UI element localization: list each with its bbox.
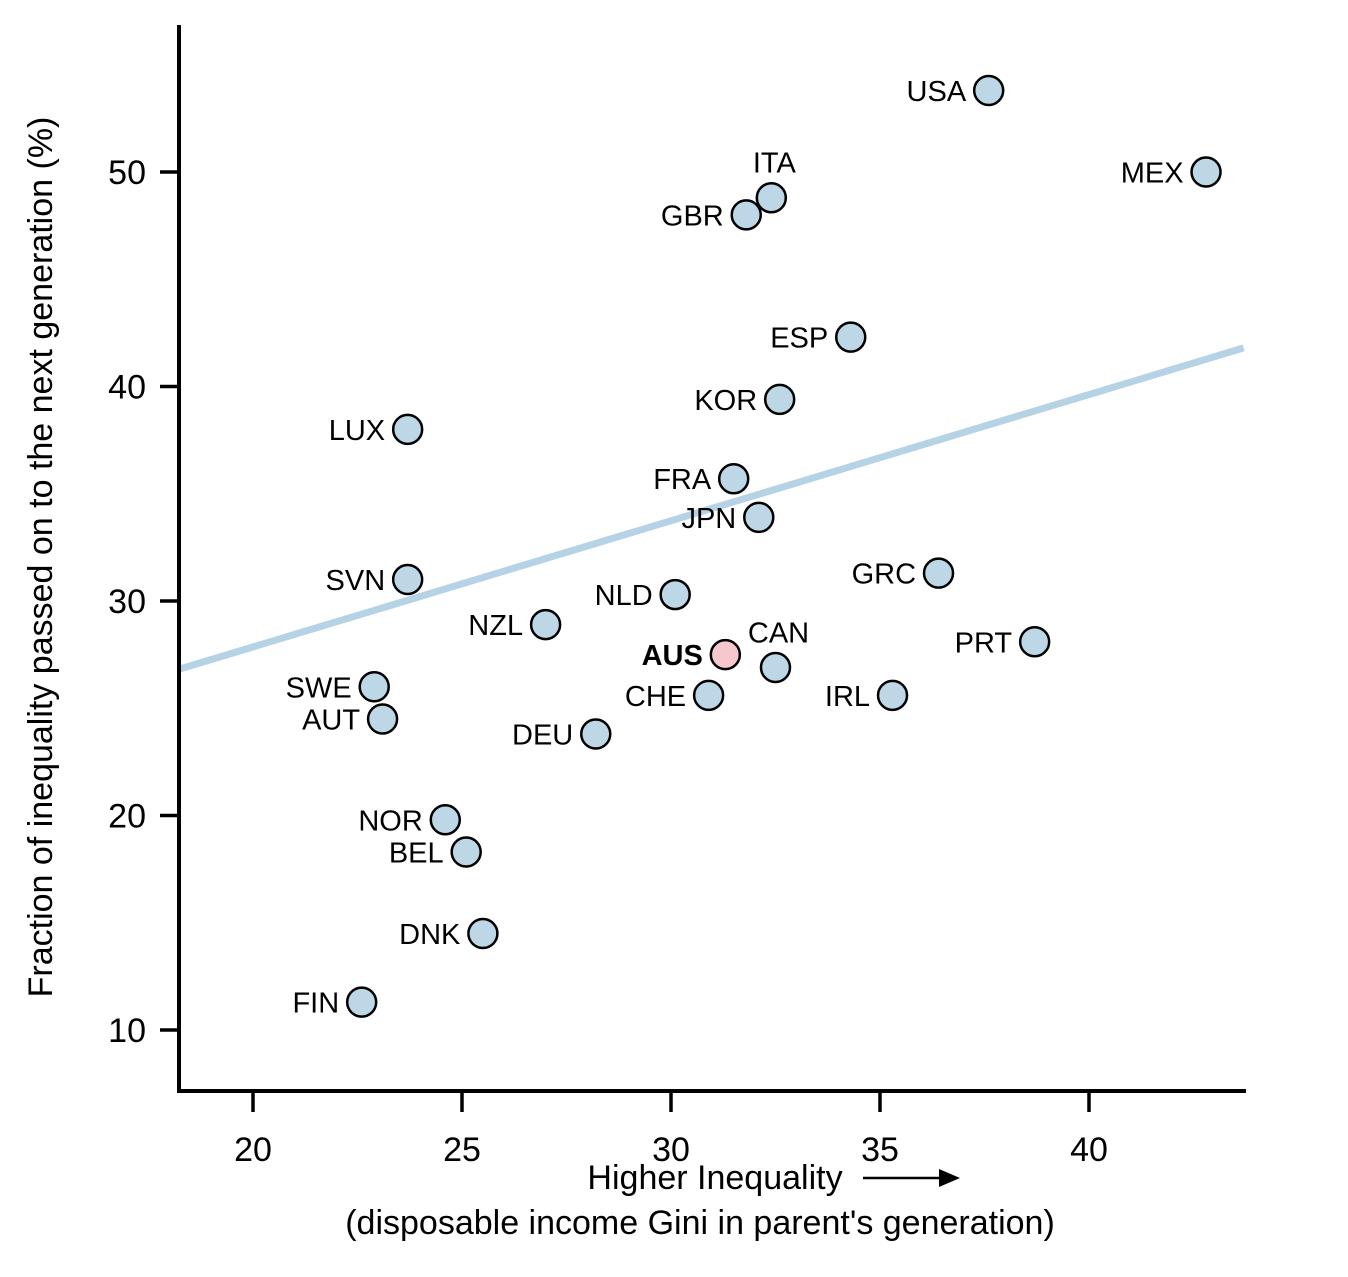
point-label-JPN: JPN xyxy=(681,503,736,535)
y-tick-label-30: 30 xyxy=(108,583,146,621)
point-label-NLD: NLD xyxy=(595,580,653,612)
y-axis-title: Fraction of inequality passed on to the … xyxy=(22,117,60,998)
data-point-IRL xyxy=(876,679,909,712)
x-tick-label-30: 30 xyxy=(652,1131,690,1169)
data-point-LUX xyxy=(391,413,424,446)
point-label-NZL: NZL xyxy=(468,610,523,642)
point-label-BEL: BEL xyxy=(389,837,444,869)
data-point-PRT xyxy=(1018,626,1051,658)
point-label-USA: USA xyxy=(907,76,967,108)
data-point-AUT xyxy=(366,703,399,735)
point-label-KOR: KOR xyxy=(694,385,757,417)
data-point-FRA xyxy=(717,462,750,495)
point-label-FRA: FRA xyxy=(653,464,712,496)
x-tick-label-20: 20 xyxy=(234,1131,272,1169)
trend-line xyxy=(176,344,1245,673)
point-label-CHE: CHE xyxy=(625,681,686,713)
data-point-GBR xyxy=(730,199,762,231)
y-tick-label-50: 50 xyxy=(108,154,146,192)
x-tick-label-25: 25 xyxy=(443,1131,481,1169)
point-label-IRL: IRL xyxy=(825,681,870,713)
data-point-NZL xyxy=(529,608,562,641)
point-label-GBR: GBR xyxy=(661,200,724,232)
x-axis-title-line1: Higher Inequality xyxy=(587,1159,842,1197)
data-point-AUS xyxy=(709,638,742,671)
data-point-NOR xyxy=(429,804,462,836)
data-point-DNK xyxy=(467,917,499,950)
data-point-NLD xyxy=(659,578,691,611)
data-point-DEU xyxy=(580,718,612,750)
x-tick-label-40: 40 xyxy=(1070,1131,1108,1169)
data-point-JPN xyxy=(743,501,775,534)
data-point-MEX xyxy=(1190,156,1222,188)
y-tick-label-10: 10 xyxy=(108,1012,146,1050)
point-label-MEX: MEX xyxy=(1121,158,1184,190)
point-label-CAN: CAN xyxy=(748,617,809,649)
point-label-FIN: FIN xyxy=(292,988,339,1020)
point-label-AUT: AUT xyxy=(302,704,360,736)
axes-layer: 10 20 30 40 50 20 25 30 35 40 xyxy=(108,25,1246,1169)
trend-layer xyxy=(176,344,1245,673)
data-point-USA xyxy=(972,74,1005,107)
data-point-FIN xyxy=(345,986,378,1018)
data-point-ITA xyxy=(755,181,788,214)
point-label-LUX: LUX xyxy=(329,415,385,447)
data-point-CHE xyxy=(692,679,725,712)
point-label-ESP: ESP xyxy=(770,323,828,355)
data-point-BEL xyxy=(450,836,482,868)
point-label-DEU: DEU xyxy=(512,719,573,751)
point-label-DNK: DNK xyxy=(399,919,461,951)
point-label-SVN: SVN xyxy=(326,565,386,597)
point-label-AUS: AUS xyxy=(642,640,703,672)
x-axis-title-line2: (disposable income Gini in parent's gene… xyxy=(345,1204,1055,1242)
point-label-NOR: NOR xyxy=(358,805,422,837)
point-label-PRT: PRT xyxy=(955,627,1013,659)
y-tick-label-20: 20 xyxy=(108,798,146,836)
data-point-ESP xyxy=(834,321,867,353)
higher-inequality-arrow-icon xyxy=(863,1169,960,1187)
point-label-SWE: SWE xyxy=(286,672,352,704)
x-tick-label-35: 35 xyxy=(861,1131,899,1169)
data-point-CAN xyxy=(759,651,792,684)
point-label-GRC: GRC xyxy=(852,559,916,591)
data-point-SWE xyxy=(358,671,390,703)
data-point-KOR xyxy=(763,383,796,416)
point-label-ITA: ITA xyxy=(753,148,797,180)
data-point-SVN xyxy=(391,563,424,596)
points-layer: USA MEX ITA GBR ESP KOR LUX FRA JPN GRC SVN NLD NZL P… xyxy=(286,74,1222,1020)
data-point-GRC xyxy=(922,557,955,589)
y-tick-label-40: 40 xyxy=(108,369,146,407)
